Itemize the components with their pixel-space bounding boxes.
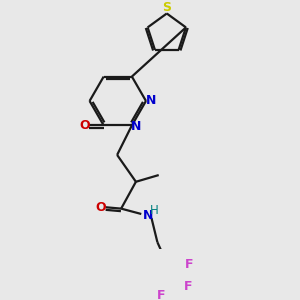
Text: O: O [96,201,106,214]
Text: S: S [162,1,171,14]
Text: N: N [146,94,156,107]
Text: F: F [157,290,166,300]
Text: F: F [185,259,194,272]
Text: N: N [143,209,153,222]
Text: N: N [131,120,141,133]
Text: O: O [80,119,90,132]
Text: F: F [184,280,193,293]
Text: H: H [150,204,158,217]
